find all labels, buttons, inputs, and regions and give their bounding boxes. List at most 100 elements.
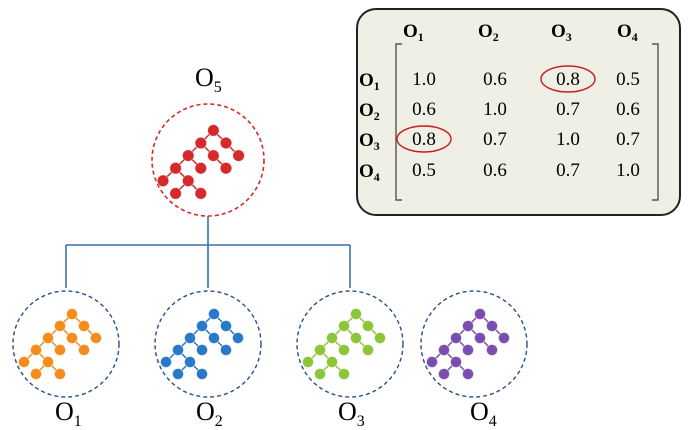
matrix-row-header-3: O3 [359, 130, 380, 153]
child-label-o3-letter: O [338, 397, 357, 426]
tree-node [438, 344, 450, 356]
parent-label: O5 [195, 63, 222, 96]
matrix-cell: 1.0 [556, 129, 580, 150]
tree-node [169, 187, 182, 200]
tree-node [207, 149, 220, 162]
matrix-col-header-3: O3 [551, 21, 572, 44]
tree-node [474, 332, 486, 344]
tree-node [462, 320, 474, 332]
matrix-cell: 0.5 [616, 69, 640, 90]
child-label-o1: O1 [55, 397, 82, 430]
matrix-cell: 0.5 [412, 160, 436, 181]
tree-node [184, 332, 196, 344]
tree-node [90, 332, 102, 344]
matrix-row-header-4: O4 [359, 161, 380, 184]
child-ontology-circle-o4 [420, 290, 528, 398]
tree-node [208, 308, 220, 320]
matrix-cell: 1.0 [412, 69, 436, 90]
tree-node [78, 320, 90, 332]
child-ontology-circle-o2 [154, 290, 262, 398]
tree-node [219, 136, 233, 150]
tree-node [486, 320, 498, 332]
child-ontology-circle-o3 [296, 290, 404, 398]
tree-node [438, 368, 450, 380]
tree-node [450, 332, 462, 344]
tree-node [314, 344, 326, 356]
tree-node [30, 368, 42, 380]
tree-node [169, 162, 182, 175]
matrix-cell: 0.8 [412, 129, 436, 150]
child-tree-o1 [18, 308, 102, 380]
parent-label-subscript: 5 [214, 79, 222, 96]
similarity-matrix-panel [356, 8, 681, 216]
tree-node [156, 174, 170, 187]
child-label-o2: O2 [196, 397, 223, 430]
tree-node [232, 149, 245, 162]
tree-node [194, 187, 207, 200]
tree-node [182, 174, 195, 187]
tree-node [486, 344, 498, 356]
tree-node [78, 344, 90, 356]
tree-node [338, 320, 350, 332]
similarity-matrix: O1 O2 O3 O4 O1 O2 O3 O4 1.0 0.6 0.8 0.50.6 1… [359, 21, 659, 201]
matrix-cell: 0.6 [616, 99, 640, 120]
tree-node [196, 344, 208, 356]
tree-node [362, 320, 374, 332]
child-label-o4: O4 [470, 397, 497, 430]
tree-node [374, 332, 386, 344]
child-label-o4-subscript: 4 [489, 413, 497, 430]
matrix-left-bracket [395, 43, 402, 201]
child-tree-o4 [426, 308, 510, 380]
tree-node [208, 332, 220, 344]
child-tree-o3 [302, 308, 386, 380]
tree-node [54, 368, 66, 380]
child-label-o1-subscript: 1 [74, 413, 82, 430]
tree-node [66, 332, 78, 344]
tree-node [220, 320, 232, 332]
tree-node [42, 356, 54, 368]
child-tree-o2 [160, 308, 244, 380]
tree-node [172, 344, 184, 356]
tree-node [462, 344, 474, 356]
tree-node [54, 320, 66, 332]
tree-node [326, 356, 338, 368]
child-ontologies [12, 290, 528, 398]
tree-node [194, 136, 207, 150]
parent-tree-nodes [156, 124, 245, 200]
tree-node [196, 320, 208, 332]
child-ontology-circle-o1 [12, 290, 120, 398]
child-label-o3: O3 [338, 397, 365, 430]
tree-node [194, 162, 207, 175]
child-label-o2-letter: O [196, 397, 215, 426]
tree-node [66, 308, 78, 320]
tree-node [302, 356, 314, 368]
tree-node [232, 332, 244, 344]
child-label-o2-subscript: 2 [215, 413, 223, 430]
matrix-col-header-2: O2 [478, 21, 499, 44]
tree-node [219, 162, 233, 175]
tree-node [172, 368, 184, 380]
matrix-cell: 0.7 [483, 129, 507, 150]
matrix-cell: 0.7 [616, 129, 640, 150]
tree-node [326, 332, 338, 344]
parent-label-letter: O [195, 63, 214, 92]
matrix-cell: 0.6 [412, 99, 436, 120]
matrix-cells: 1.0 0.6 0.8 0.5 0.6 1.0 0.7 0.6 0.8 0.7 1.0 0.7 0.5 0… [396, 65, 640, 181]
parent-ontology-tree [156, 124, 245, 200]
tree-node [462, 368, 474, 380]
parent-ontology-circle [151, 103, 265, 217]
matrix-row-header-1: O1 [359, 70, 380, 93]
tree-node [450, 356, 462, 368]
matrix-cell: 0.7 [556, 160, 580, 181]
tree-node [220, 344, 232, 356]
tree-node [474, 308, 486, 320]
tree-node [498, 332, 510, 344]
matrix-highlight-ellipse [396, 125, 452, 153]
tree-node [350, 308, 362, 320]
tree-node [18, 356, 30, 368]
tree-node [182, 149, 195, 162]
child-label-o4-letter: O [470, 397, 489, 426]
tree-node [314, 368, 326, 380]
tree-node [350, 332, 362, 344]
